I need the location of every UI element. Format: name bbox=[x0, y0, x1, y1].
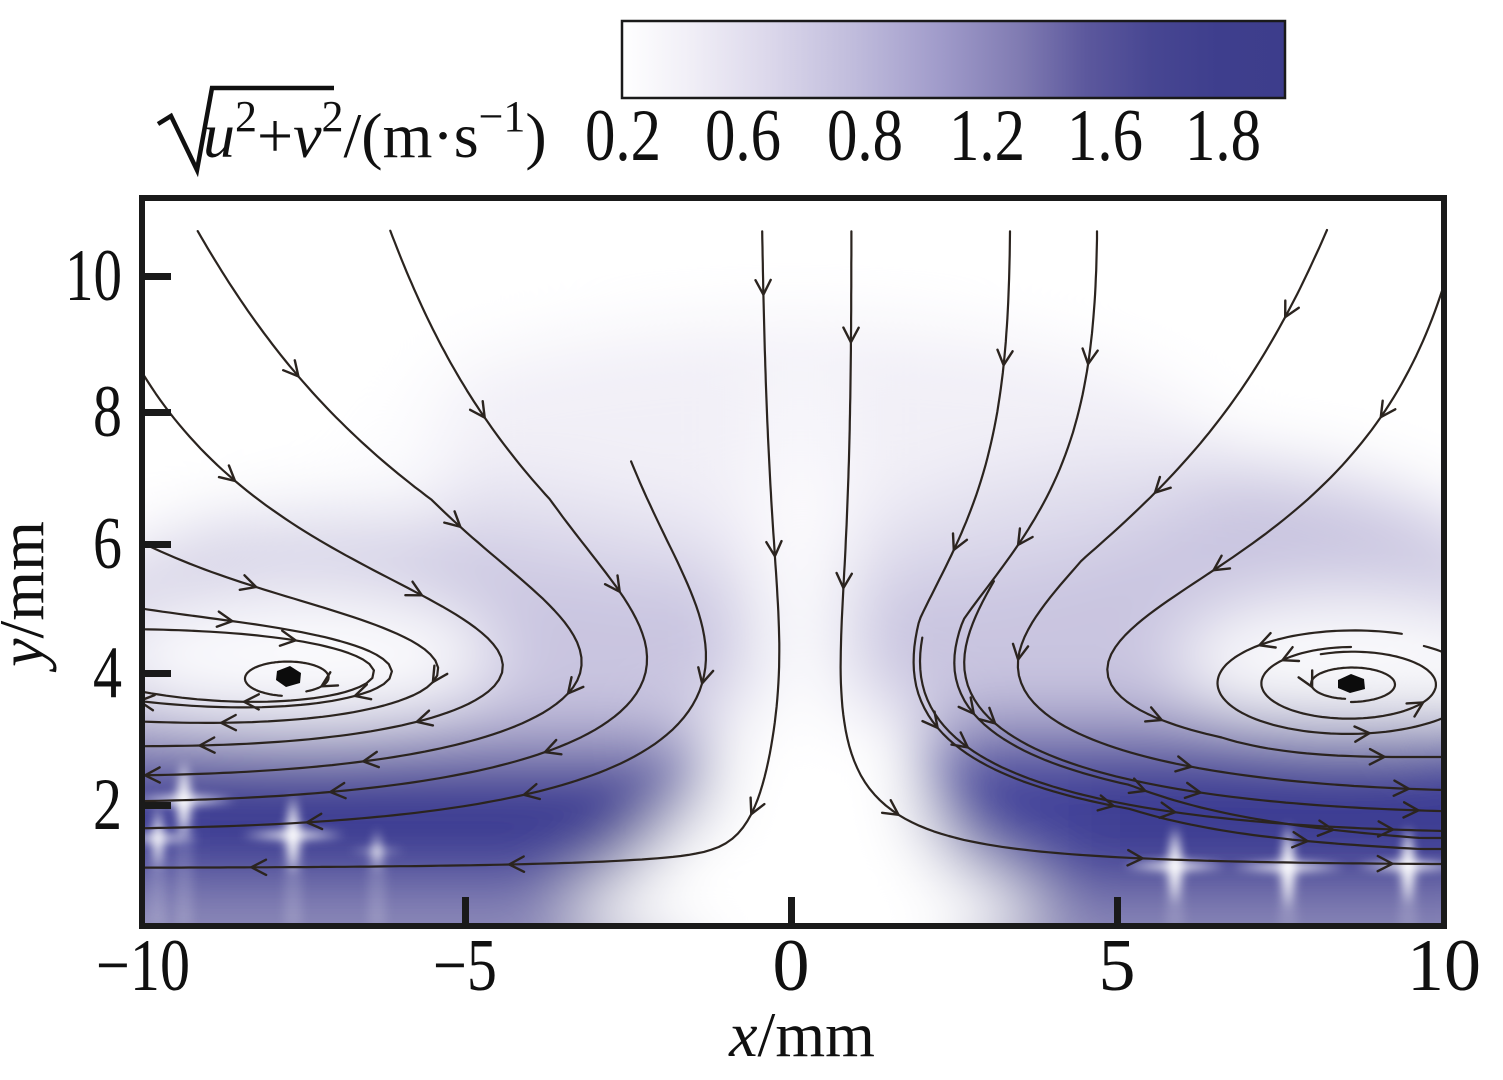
svg-text:0.2: 0.2 bbox=[585, 95, 661, 177]
svg-text:0.6: 0.6 bbox=[705, 95, 781, 177]
svg-text:−10: −10 bbox=[96, 925, 190, 1007]
svg-text:6: 6 bbox=[93, 503, 122, 585]
svg-text:x/mm: x/mm bbox=[728, 999, 875, 1070]
svg-text:4: 4 bbox=[93, 632, 122, 714]
svg-text:2: 2 bbox=[93, 764, 122, 846]
svg-text:1.2: 1.2 bbox=[949, 95, 1025, 177]
svg-text:−5: −5 bbox=[433, 925, 497, 1007]
svg-text:5: 5 bbox=[1099, 925, 1136, 1007]
svg-text:10: 10 bbox=[65, 235, 122, 317]
svg-text:y/mm: y/mm bbox=[0, 521, 57, 673]
svg-text:u2+v2/(m·s−1): u2+v2/(m·s−1) bbox=[203, 92, 547, 171]
svg-text:1.8: 1.8 bbox=[1185, 95, 1261, 177]
svg-text:0.8: 0.8 bbox=[827, 95, 903, 177]
svg-text:10: 10 bbox=[1407, 925, 1481, 1007]
svg-text:1.6: 1.6 bbox=[1067, 95, 1143, 177]
svg-text:0: 0 bbox=[773, 925, 810, 1007]
svg-text:8: 8 bbox=[93, 371, 122, 453]
